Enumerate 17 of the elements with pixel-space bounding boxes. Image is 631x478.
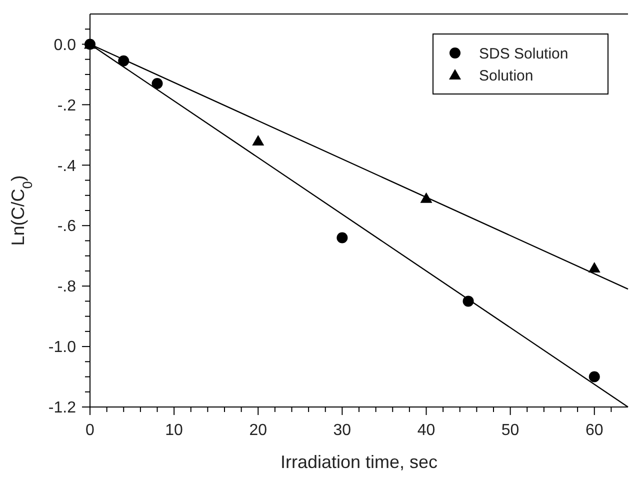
y-tick-label: -.4 [57, 158, 76, 175]
x-tick-label: 20 [249, 422, 268, 439]
x-tick-label: 0 [86, 422, 95, 439]
x-axis-title: Irradiation time, sec [280, 452, 438, 472]
y-tick-label: -.2 [57, 97, 76, 114]
y-tick-label: 0.0 [54, 36, 76, 54]
legend-label: SDS Solution [479, 45, 568, 62]
y-tick-label: -1.0 [48, 339, 76, 356]
x-tick-label: 30 [333, 422, 352, 439]
legend-label: Solution [479, 67, 534, 84]
y-tick-label: -1.2 [48, 400, 76, 417]
y-tick-label: -.8 [57, 278, 76, 296]
x-tick-label: 40 [417, 422, 436, 439]
x-tick-label: 60 [585, 422, 604, 439]
x-tick-label: 10 [165, 422, 184, 439]
y-tick-label: -.6 [57, 218, 76, 236]
x-tick-label: 50 [501, 422, 520, 439]
